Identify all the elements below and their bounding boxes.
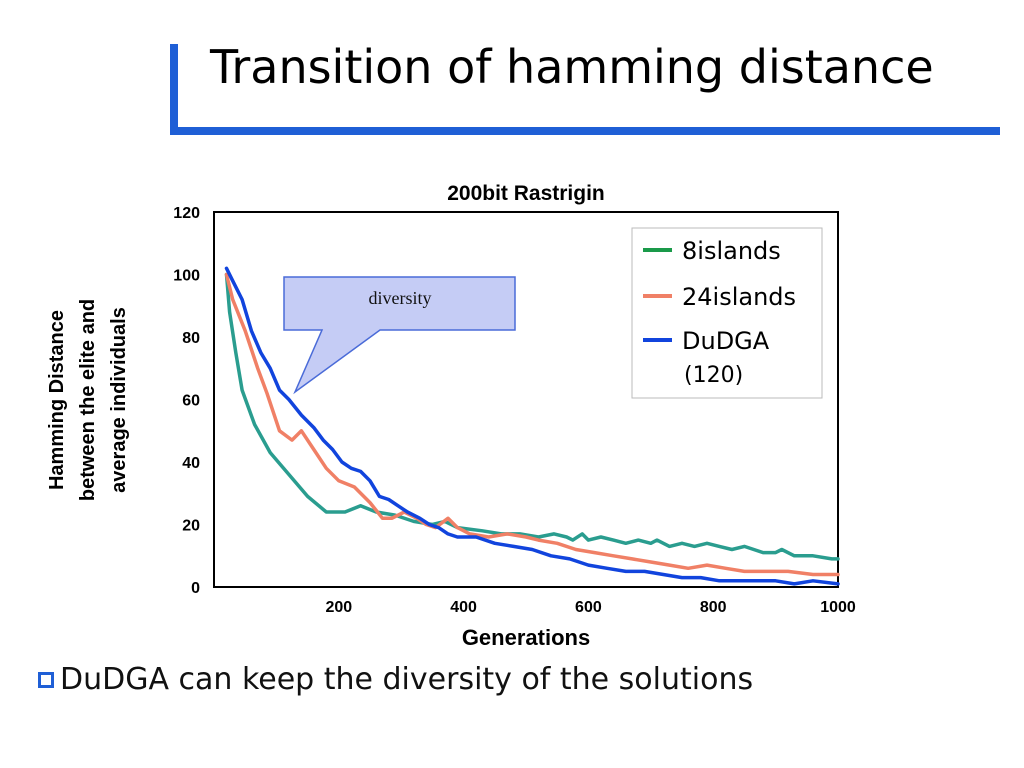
series-line-8islands	[224, 272, 840, 561]
chart: 200bit Rastrigin 0 20 40 60 80 100 120 200 400 600…	[46, 182, 856, 650]
title-accent-bar-vertical	[170, 44, 178, 134]
legend-label: 24islands	[682, 283, 796, 311]
y-tick-label: 120	[173, 205, 200, 222]
x-tick-label: 600	[575, 599, 602, 616]
y-axis-label-line: between the elite and	[77, 299, 99, 501]
y-axis-label: Hamming Distance between the elite and ave…	[46, 299, 130, 501]
bullet-point: DuDGA can keep the diversity of the solu…	[38, 662, 753, 697]
bullet-text: DuDGA can keep the diversity of the solu…	[60, 662, 754, 697]
legend-label: 8islands	[682, 237, 781, 265]
x-tick-label: 400	[450, 599, 477, 616]
series-line-dudga-120	[224, 266, 840, 586]
hollow-square-icon	[38, 671, 54, 688]
x-axis-label: Generations	[462, 625, 590, 650]
y-tick-label: 100	[173, 268, 200, 285]
legend-label-sub: (120)	[684, 363, 743, 388]
callout-text: diversity	[369, 288, 432, 308]
chart-title: 200bit Rastrigin	[447, 182, 605, 205]
y-axis-label-line: average individuals	[108, 307, 130, 493]
x-tick-label: 1000	[820, 599, 856, 616]
series-line-24islands	[224, 272, 840, 577]
y-tick-label: 20	[182, 518, 200, 535]
y-tick-label: 60	[182, 393, 200, 410]
y-axis-label-line: Hamming Distance	[46, 310, 68, 490]
y-tick-label: 80	[182, 330, 200, 347]
callout-bubble	[283, 276, 516, 395]
title-accent-bar-horizontal	[170, 127, 1000, 135]
x-tick-label: 800	[700, 599, 727, 616]
legend-box	[631, 227, 823, 399]
y-tick-label: 40	[182, 455, 200, 472]
slide-title: Transition of hamming distance	[210, 40, 934, 94]
legend-label: DuDGA	[682, 327, 770, 355]
y-tick-label: 0	[191, 580, 200, 597]
x-tick-label: 200	[325, 599, 352, 616]
